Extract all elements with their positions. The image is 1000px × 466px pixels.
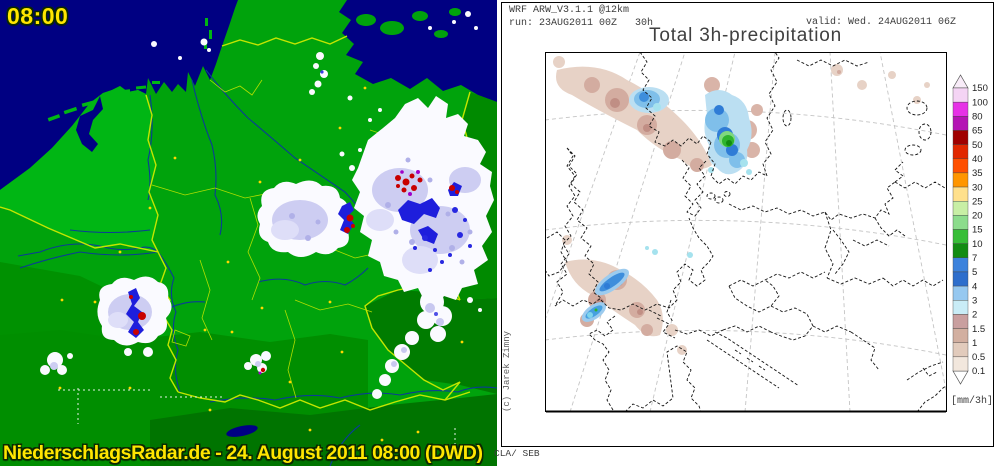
colorbar-band <box>952 257 969 273</box>
time-label: 08:00 <box>7 3 69 29</box>
footer-code-label: CLA/ SEB <box>494 448 540 459</box>
heavy-precip-cores <box>581 87 752 322</box>
colorbar-band <box>952 356 969 372</box>
colorbar-band <box>952 130 969 145</box>
colorbar-tick-label: 0.1 <box>972 366 985 377</box>
colorbar-band <box>952 186 969 202</box>
radar-map-image <box>0 0 497 466</box>
colorbar-band <box>952 342 969 358</box>
colorbar-band <box>952 328 969 343</box>
colorbar-tick-label: 1.5 <box>972 324 985 335</box>
valid-time-label: valid: Wed. 24AUG2011 06Z <box>805 17 956 28</box>
colorbar-band <box>952 229 969 244</box>
radar-map-panel: 08:00 NiederschlagsRadar.de - 24. August… <box>0 0 497 466</box>
radar-range-boundary <box>58 388 456 452</box>
colorbar-band <box>952 314 969 329</box>
forecast-title: Total 3h-precipitation <box>649 25 842 46</box>
wrf-forecast-panel: 150 100 80 65 50 40 35 30 25 20 15 10 7 5 4 3 2 1.5 1 0.5 0.… <box>494 0 1000 466</box>
precipitation-echoes <box>40 11 494 399</box>
colorbar-band <box>952 172 969 188</box>
coastlines-borders <box>546 53 946 411</box>
colorbar-tick-label: 80 <box>972 112 983 123</box>
colorbar-tick-label: 5 <box>972 267 977 278</box>
colorbar-tick-label: 15 <box>972 225 983 236</box>
model-run-line: run: 23AUG2011 00Z 30h <box>509 18 654 29</box>
colorbar-tick-label: 65 <box>972 126 983 137</box>
wrf-plot-image: 150 100 80 65 50 40 35 30 25 20 15 10 7 5 4 3 2 1.5 1 0.5 0.… <box>501 2 994 447</box>
colorbar-tick-label: 25 <box>972 196 983 207</box>
colorbar-band <box>952 158 969 174</box>
radar-caption: NiederschlagsRadar.de - 24. August 2011 … <box>3 442 483 464</box>
colorbar-tick-label: 0.5 <box>972 352 985 363</box>
colorbar-band <box>952 200 969 216</box>
colorbar-band <box>952 144 969 159</box>
colorbar-tick-label: 40 <box>972 154 983 165</box>
colorbar-tick-label: 150 <box>972 83 988 94</box>
precip-colorbar: 150 100 80 65 50 40 35 30 25 20 15 10 7 5 4 3 2 1.5 1 0.5 0.… <box>952 74 988 385</box>
ijsselmeer-lake <box>76 96 103 152</box>
colorbar-band <box>952 87 969 103</box>
colorbar-band <box>952 215 969 230</box>
colorbar-tick-label: 4 <box>972 281 977 292</box>
unit-label: [mm/3h] <box>951 396 994 407</box>
colorbar-band <box>952 300 969 315</box>
colorbar-tick-label: 50 <box>972 140 983 151</box>
colorbar-tick-label: 10 <box>972 239 983 250</box>
colorbar-tick-label: 1 <box>972 338 977 349</box>
colorbar-band <box>952 116 969 131</box>
colorbar-tick-label: 20 <box>972 211 983 222</box>
land-areas <box>0 0 497 466</box>
colorbar-tick-label: 7 <box>972 253 977 264</box>
lake-constance <box>226 425 258 437</box>
colorbar-tick-label: 30 <box>972 182 983 193</box>
colorbar-band <box>952 101 969 117</box>
colorbar-tick-label: 2 <box>972 310 977 321</box>
wrf-map-content <box>546 53 946 411</box>
colorbar-band <box>952 271 969 287</box>
colorbar-band <box>952 285 969 301</box>
colorbar-tick-label: 35 <box>972 168 983 179</box>
colorbar-band <box>952 243 969 258</box>
colorbar-tick-label: 100 <box>972 97 988 108</box>
model-info-line1: WRF ARW_V3.1.1 @12km <box>509 5 630 16</box>
copyright-label: (c) Jarek Zimny <box>502 330 512 412</box>
colorbar-tick-label: 3 <box>972 295 977 306</box>
